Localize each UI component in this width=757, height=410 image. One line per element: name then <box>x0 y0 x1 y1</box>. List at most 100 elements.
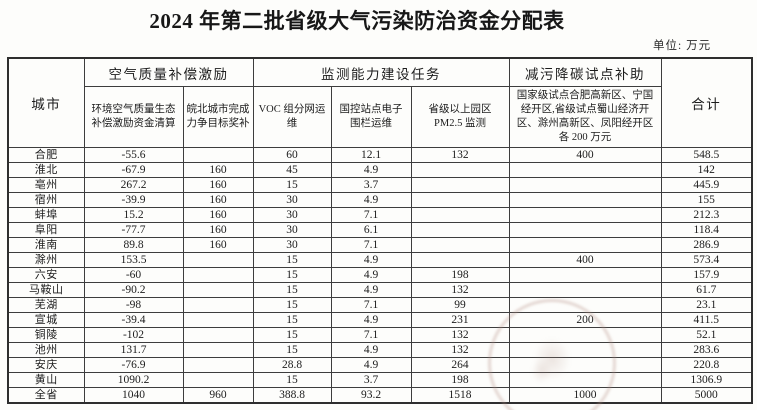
table-row: 合肥 -55.6 60 12.1 132 400 548.5 <box>7 147 753 163</box>
table-row: 黄山 1090.2 15 3.7 198 1306.9 <box>7 372 753 388</box>
value-cell <box>182 372 254 388</box>
value-cell: 7.1 <box>330 207 412 223</box>
city-cell: 蚌埠 <box>7 207 85 223</box>
city-cell: 铜陵 <box>7 327 85 343</box>
header-total: 合计 <box>660 57 753 148</box>
value-cell <box>508 342 662 358</box>
value-cell: 132 <box>410 342 510 358</box>
value-cell: 411.5 <box>660 312 753 328</box>
value-cell <box>410 192 510 208</box>
value-cell: 198 <box>410 267 510 283</box>
value-cell: 3.7 <box>330 372 412 388</box>
value-cell: 160 <box>182 162 254 178</box>
unit-label: 单位: 万元 <box>653 40 712 52</box>
city-cell: 亳州 <box>7 177 85 193</box>
value-cell: 45 <box>252 162 332 178</box>
value-cell: 231 <box>410 312 510 328</box>
value-cell: -60 <box>83 267 184 283</box>
value-cell: 548.5 <box>660 147 753 163</box>
city-cell: 安庆 <box>7 357 85 373</box>
page-title: 2024 年第二批省级大气污染防治资金分配表 <box>149 9 565 33</box>
city-cell: 全省 <box>7 387 85 404</box>
value-cell: -39.4 <box>83 312 184 328</box>
value-cell <box>182 267 254 283</box>
value-cell <box>410 237 510 253</box>
table-row: 芜湖 -98 15 7.1 99 23.1 <box>7 297 753 313</box>
value-cell <box>410 207 510 223</box>
value-cell <box>182 147 254 163</box>
value-cell: 153.5 <box>83 252 184 268</box>
value-cell <box>508 282 662 298</box>
value-cell: -98 <box>83 297 184 313</box>
city-cell: 池州 <box>7 342 85 358</box>
value-cell <box>508 222 662 238</box>
value-cell: 23.1 <box>660 297 753 313</box>
value-cell: 15 <box>252 372 332 388</box>
value-cell: 220.8 <box>660 357 753 373</box>
value-cell: 7.1 <box>330 327 412 343</box>
value-cell: 160 <box>182 237 254 253</box>
value-cell: 7.1 <box>330 297 412 313</box>
value-cell: 267.2 <box>83 177 184 193</box>
value-cell: 200 <box>508 312 662 328</box>
value-cell: 142 <box>660 162 753 178</box>
value-cell <box>410 177 510 193</box>
header-city: 城市 <box>7 57 85 148</box>
value-cell: 3.7 <box>330 177 412 193</box>
value-cell: 4.9 <box>330 267 412 283</box>
value-cell: 4.9 <box>330 342 412 358</box>
header-voc: VOC 组分网运维 <box>252 86 332 148</box>
table-row: 马鞍山 -90.2 15 4.9 132 61.7 <box>7 282 753 298</box>
value-cell: 30 <box>252 207 332 223</box>
value-cell: 264 <box>410 357 510 373</box>
table-row: 宿州 -39.9 160 30 4.9 155 <box>7 192 753 208</box>
header-pilot-detail: 国家级试点合肥高新区、宁国 经开区,省级试点蜀山经济开 区、滁州高新区、凤阳经开… <box>508 86 662 148</box>
value-cell: 131.7 <box>83 342 184 358</box>
value-cell <box>508 297 662 313</box>
value-cell: 15 <box>252 252 332 268</box>
value-cell: 400 <box>508 147 662 163</box>
value-cell: 388.8 <box>252 387 332 404</box>
value-cell <box>410 162 510 178</box>
value-cell: -77.7 <box>83 222 184 238</box>
fund-allocation-table: 城市 空气质量补偿激励 监测能力建设任务 减污降碳试点补助 合计 环境空气质量生… <box>7 57 753 404</box>
table-row: 全省 1040 960 388.8 93.2 1518 1000 5000 <box>7 387 753 404</box>
value-cell: 1306.9 <box>660 372 753 388</box>
value-cell: 30 <box>252 237 332 253</box>
city-cell: 淮北 <box>7 162 85 178</box>
city-cell: 芜湖 <box>7 297 85 313</box>
value-cell: 89.8 <box>83 237 184 253</box>
table-row: 滁州 153.5 15 4.9 400 573.4 <box>7 252 753 268</box>
value-cell: 4.9 <box>330 312 412 328</box>
value-cell: 30 <box>252 192 332 208</box>
value-cell <box>182 312 254 328</box>
table-row: 蚌埠 15.2 160 30 7.1 212.3 <box>7 207 753 223</box>
value-cell: 160 <box>182 177 254 193</box>
value-cell: 15 <box>252 312 332 328</box>
value-cell: 1040 <box>83 387 184 404</box>
value-cell: 12.1 <box>330 147 412 163</box>
value-cell: 960 <box>182 387 254 404</box>
value-cell: 6.1 <box>330 222 412 238</box>
value-cell: -90.2 <box>83 282 184 298</box>
value-cell <box>508 192 662 208</box>
value-cell: 160 <box>182 192 254 208</box>
value-cell: 30 <box>252 222 332 238</box>
table-row: 淮北 -67.9 160 45 4.9 142 <box>7 162 753 178</box>
value-cell: 4.9 <box>330 252 412 268</box>
value-cell: 157.9 <box>660 267 753 283</box>
table-row: 六安 -60 15 4.9 198 157.9 <box>7 267 753 283</box>
value-cell: 4.9 <box>330 282 412 298</box>
value-cell: 15 <box>252 282 332 298</box>
city-cell: 黄山 <box>7 372 85 388</box>
value-cell <box>410 252 510 268</box>
value-cell: 99 <box>410 297 510 313</box>
header-sub-row: 环境空气质量生态 补偿激励资金清算 皖北城市完成 力争目标奖补 VOC 组分网运… <box>8 86 752 148</box>
value-cell: 7.1 <box>330 237 412 253</box>
city-cell: 宿州 <box>7 192 85 208</box>
value-cell <box>182 357 254 373</box>
value-cell: 4.9 <box>330 162 412 178</box>
value-cell <box>182 252 254 268</box>
header-pm25: 省级以上园区 PM2.5 监测 <box>410 86 510 148</box>
value-cell <box>182 282 254 298</box>
